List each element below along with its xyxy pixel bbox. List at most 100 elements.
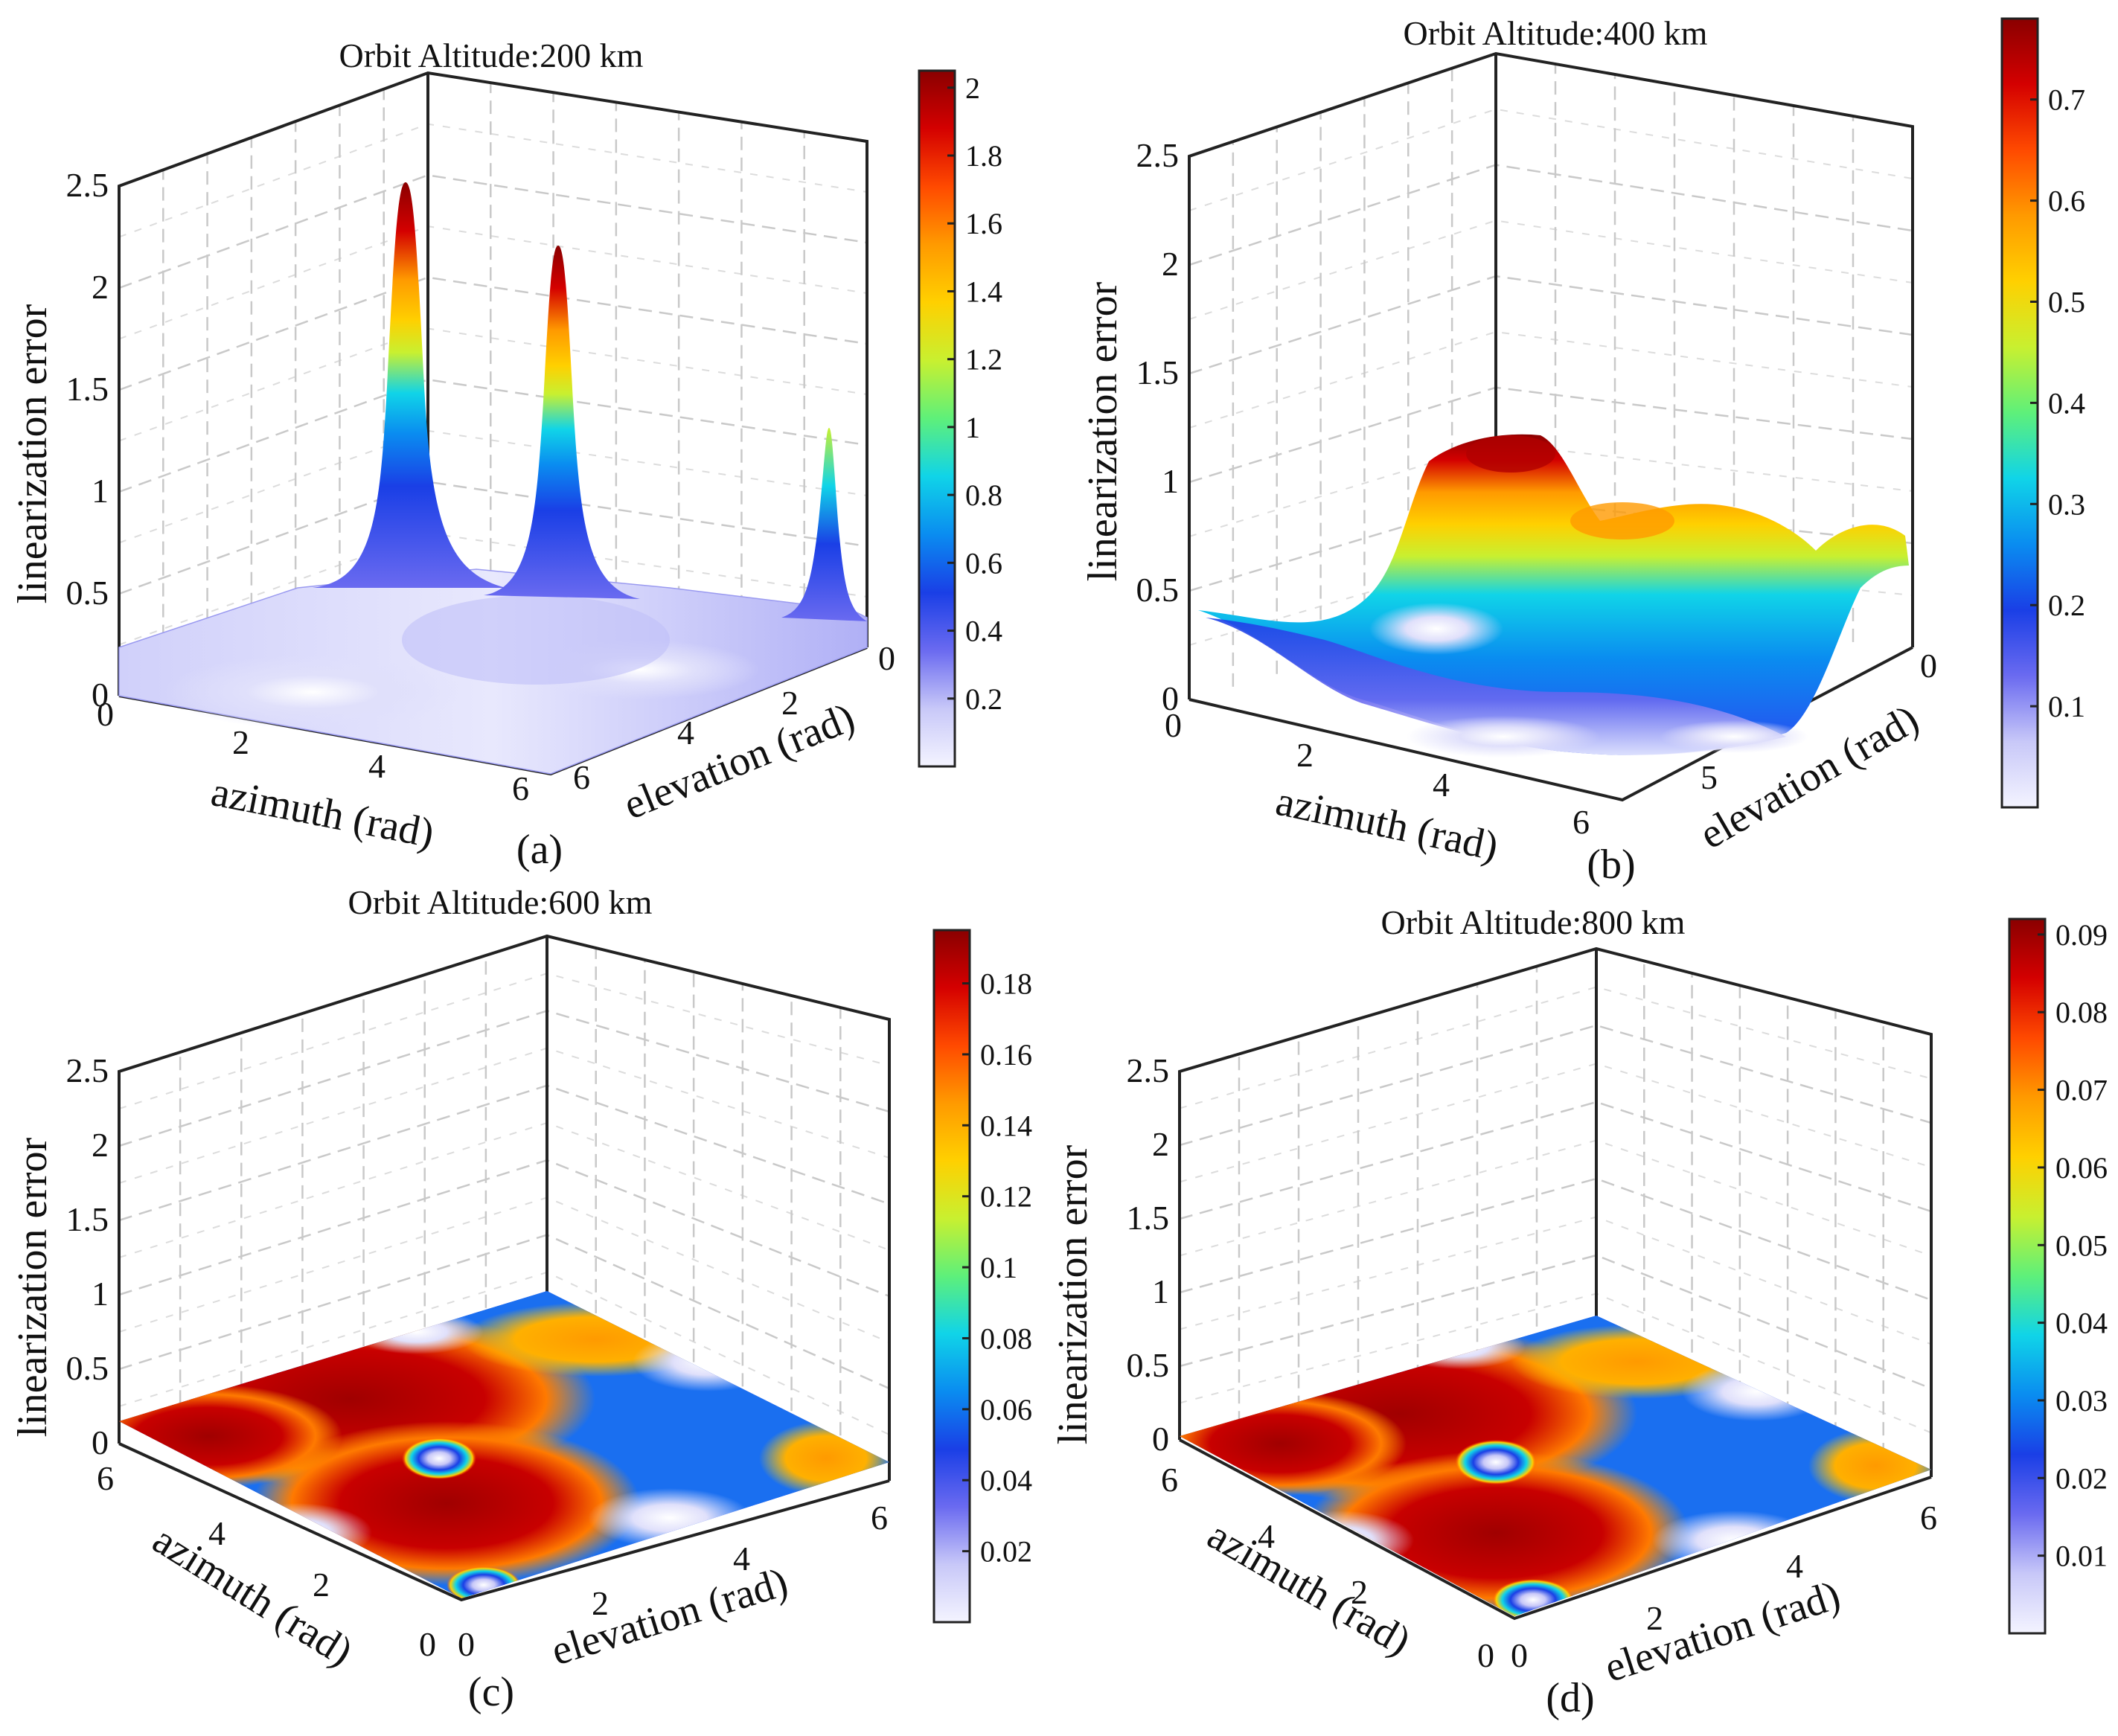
panel-a-ytick-3: 6	[573, 758, 590, 796]
colorbar-tick-label: 0.02	[980, 1535, 1032, 1569]
panel-c-zlabel: linearization error	[10, 1137, 56, 1437]
z-tick-label: 1	[92, 472, 109, 510]
panel-a-ytick-0: 0	[878, 639, 895, 677]
panel-c-colorbar: 0.02 0.04 0.06 0.08 0.1 0.12 0.14 0.16 0.18	[932, 929, 1032, 1624]
colorbar-tick-label: 2	[965, 71, 980, 105]
z-tick-label: 2.5	[1136, 136, 1180, 174]
panel-a-xlabel: azimuth (rad)	[208, 769, 438, 857]
panel-b-xtick-0: 0	[1165, 706, 1182, 744]
z-tick-label: 1	[1162, 462, 1179, 500]
panel-b-xtick-3: 6	[1572, 803, 1590, 841]
panel-c-xtick-0: 0	[419, 1625, 436, 1663]
colorbar-bar	[918, 69, 956, 768]
z-tick-label: 2.5	[1127, 1051, 1170, 1089]
panel-c-letter: (c)	[468, 1669, 514, 1715]
colorbar-tick-label: 0.07	[2055, 1074, 2108, 1107]
colorbar-tick-label: 0.4	[2048, 386, 2085, 420]
colorbar-tick-label: 0.14	[980, 1109, 1032, 1142]
z-tick-label: 2	[1152, 1125, 1169, 1163]
gridline-z	[118, 378, 868, 493]
panel-d-xtick-1: 2	[1351, 1573, 1368, 1611]
panel-a-zlabel: linearization error	[10, 304, 56, 603]
panel-a-xtick-1: 2	[232, 723, 249, 761]
z-tick-label: 1.5	[1136, 353, 1180, 391]
colorbar-tick-label: 0.01	[2055, 1540, 2108, 1573]
peak-a-3	[781, 428, 867, 621]
gridline-z	[1179, 1177, 1932, 1301]
colorbar-tick-label: 0.06	[980, 1393, 1032, 1426]
peak-a-2	[484, 246, 640, 599]
z-tick-label: 0.5	[1127, 1346, 1170, 1384]
panel-a-ytick-2: 4	[677, 714, 694, 752]
panel-a-xtick-0: 0	[97, 695, 114, 733]
panel-d-ytick-1: 2	[1646, 1599, 1663, 1637]
colorbar-tick-label: 0.8	[965, 478, 1002, 512]
gridline-z	[118, 276, 868, 391]
gridline-z	[1179, 1254, 1932, 1390]
panel-c-ylabel: elevation (rad)	[546, 1559, 793, 1674]
panel-d: Orbit Altitude:800 km 0	[1050, 903, 2108, 1721]
panel-c-xtick-2: 4	[208, 1514, 225, 1552]
colorbar-tick-label: 0.4	[965, 615, 1002, 648]
z-tick-label: 1.5	[66, 370, 109, 408]
z-tick-label: 0.5	[1136, 571, 1180, 609]
panel-b-zlabel: linearization error	[1080, 281, 1126, 581]
z-tick-label: 0	[92, 1423, 109, 1461]
z-tick-label: 1	[1152, 1272, 1169, 1310]
panel-d-ytick-0: 0	[1511, 1636, 1528, 1674]
colorbar-tick-label: 0.6	[965, 546, 1002, 580]
colorbar-tick-label: 1.4	[965, 275, 1002, 308]
z-tick-label: 1.5	[1127, 1199, 1170, 1237]
colorbar-tick-label: 0.12	[980, 1180, 1032, 1214]
panel-b: Orbit Altitude:400 km 0 0.5 1 1.5 2 2.5 linea…	[1080, 14, 2085, 888]
gridline-z	[118, 174, 868, 289]
colorbar-tick-label: 0.03	[2055, 1384, 2108, 1418]
colorbar-tick-label: 0.1	[2048, 690, 2085, 723]
colorbar-tick-label: 0.6	[2048, 185, 2085, 218]
colorbar-tick-label: 0.05	[2055, 1229, 2108, 1262]
panel-c: Orbit Altitude:600 km	[10, 883, 1032, 1715]
panel-a-xtick-2: 4	[368, 747, 385, 785]
colorbar-bar	[2000, 17, 2039, 809]
colorbar-tick-label: 0.08	[2055, 996, 2108, 1029]
panel-a-letter: (a)	[516, 827, 563, 873]
panel-c-title: Orbit Altitude:600 km	[348, 883, 653, 921]
panel-b-colorbar: 0.1 0.2 0.3 0.4 0.5 0.6 0.7	[2000, 17, 2085, 809]
colorbar-tick-label: 0.2	[2048, 589, 2085, 622]
peak-a-1	[313, 182, 506, 588]
panel-d-xtick-2: 4	[1258, 1517, 1275, 1555]
z-tick-label: 0.5	[66, 1349, 109, 1387]
colorbar-tick-label: 0.5	[2048, 286, 2085, 319]
panel-c-ytick-0: 0	[458, 1625, 475, 1663]
z-tick-label: 2	[92, 1126, 109, 1164]
panel-d-zlabel: linearization error	[1050, 1144, 1096, 1444]
z-tick-label: 2	[1162, 245, 1179, 283]
colorbar-tick-label: 0.18	[980, 967, 1032, 1001]
colorbar-bar	[932, 929, 971, 1624]
panel-a: Orbit Altitude:200 km 0 0.5 1 1.5 2 2.5 linea…	[10, 36, 1002, 873]
panel-a-title: Orbit Altitude:200 km	[339, 36, 644, 74]
panel-d-title: Orbit Altitude:800 km	[1381, 903, 1686, 941]
panel-d-ytick-2: 4	[1786, 1547, 1803, 1585]
panel-d-colorbar: 0.01 0.02 0.03 0.04 0.05 0.06 0.07 0.08 0.09	[2008, 917, 2108, 1635]
panel-c-xtick-3: 6	[97, 1459, 114, 1497]
colorbar-tick-label: 0.08	[980, 1322, 1032, 1355]
colorbar-tick-label: 0.7	[2048, 83, 2085, 117]
panel-a-colorbar: 0.2 0.4 0.6 0.8 1 1.2 1.4 1.6 1.8 2	[918, 69, 1002, 768]
colorbar-tick-label: 0.1	[980, 1251, 1017, 1284]
colorbar-tick-label: 0.2	[965, 682, 1002, 716]
colorbar-tick-label: 0.3	[2048, 487, 2085, 521]
colorbar-tick-label: 1	[965, 411, 980, 444]
z-tick-label: 0	[1152, 1420, 1169, 1458]
panel-b-title: Orbit Altitude:400 km	[1404, 14, 1708, 52]
colorbar-tick-label: 1.2	[965, 343, 1002, 377]
z-tick-label: 0.5	[66, 574, 109, 612]
panel-b-xtick-2: 4	[1433, 766, 1450, 804]
z-tick-label: 2.5	[66, 1051, 109, 1089]
panel-b-ytick-1: 5	[1701, 758, 1718, 796]
z-tick-label: 1.5	[66, 1200, 109, 1238]
panel-c-ytick-2: 4	[733, 1540, 750, 1578]
colorbar-bar	[2008, 917, 2047, 1635]
z-tick-label: 0	[1162, 679, 1179, 717]
